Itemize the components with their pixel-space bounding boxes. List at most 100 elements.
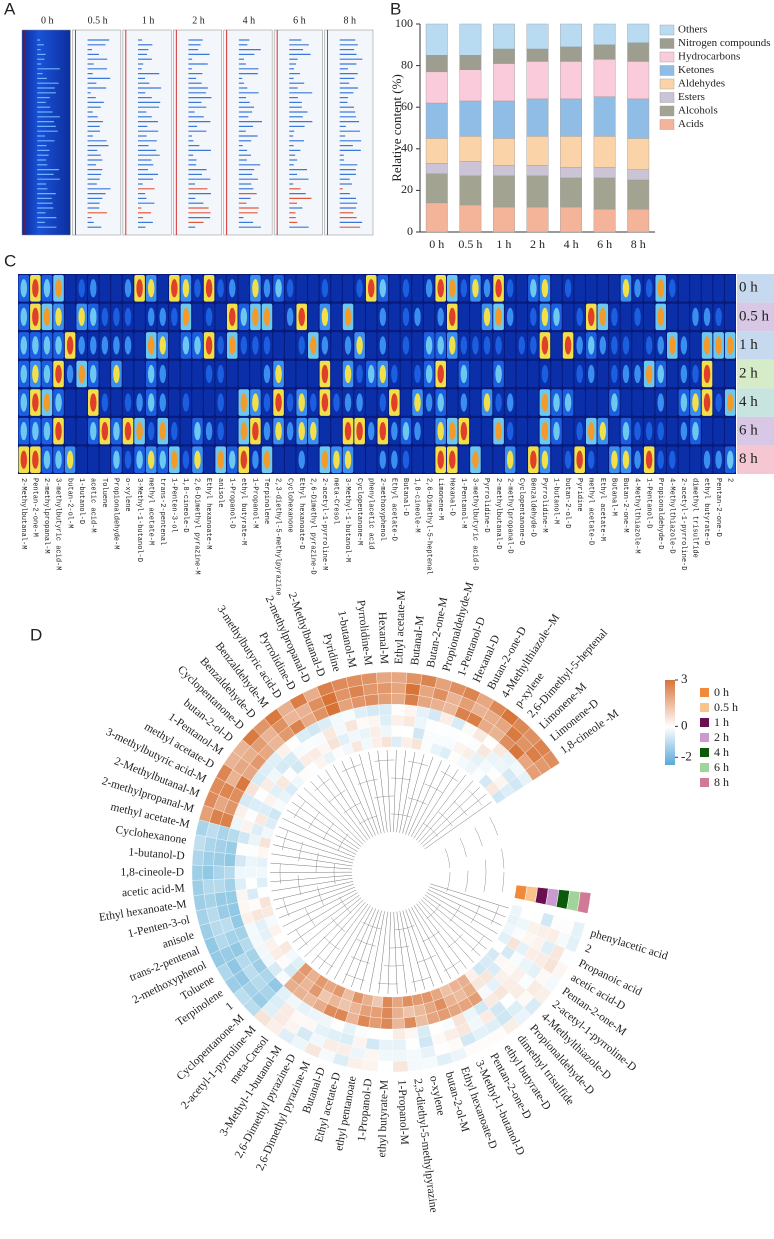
dendrogram-branch: [318, 903, 369, 970]
ring-cell: [391, 714, 404, 727]
cell-spot: [217, 307, 224, 326]
heatmap-cell: [493, 389, 504, 416]
dendrogram-branch: [342, 908, 376, 984]
legend-label: Ketones: [678, 64, 714, 76]
cell-spot: [367, 336, 375, 355]
heatmap-cell: [284, 332, 296, 359]
compound-label: 1-butanol-M: [552, 478, 560, 524]
heatmap-cell: [574, 446, 585, 473]
cell-spot: [252, 450, 259, 469]
heatmap-cell: [400, 417, 412, 445]
cell-spot: [553, 393, 560, 412]
ring-cell: [404, 1026, 419, 1040]
bar-segment: [560, 167, 583, 179]
cell-spot: [726, 393, 734, 412]
dendrogram-branch: [310, 781, 366, 843]
ring-cell: [391, 736, 403, 748]
compound-label: o-xylene: [427, 1075, 447, 1117]
heatmap-cell: [342, 389, 354, 416]
heatmap-cell: [157, 389, 169, 416]
heatmap-cell: [87, 389, 99, 416]
colorbar: [665, 680, 675, 765]
heatmap-cell: [481, 303, 493, 331]
heatmap-cell: [273, 303, 284, 331]
ring-cell: [202, 865, 214, 881]
cell-spot: [367, 364, 375, 384]
cell-spot: [101, 364, 109, 384]
legend-swatch: [659, 65, 675, 76]
heatmap-cell: [18, 275, 30, 302]
heatmap-cell: [365, 389, 377, 416]
heatmap-cell: [319, 446, 331, 473]
cell-spot: [263, 422, 271, 441]
dendrogram-branch: [273, 844, 354, 864]
cell-spot: [599, 393, 607, 412]
ring-cell: [213, 878, 226, 894]
heatmap-cell: [423, 332, 435, 359]
heatmap-cell: [562, 417, 574, 445]
cell-spot: [275, 307, 282, 326]
heatmap-cell: [516, 417, 528, 445]
compound-label: butan-2-ol-M: [65, 478, 73, 528]
heatmap-cell: [551, 360, 562, 388]
heatmap-cell: [203, 360, 215, 388]
cell-spot: [240, 450, 248, 469]
cell-spot: [495, 279, 502, 298]
heatmap-cell: [250, 332, 261, 359]
bar-segment: [459, 204, 482, 233]
heatmap-cell: [99, 446, 111, 473]
ring-cell: [225, 890, 239, 905]
heatmap-cell: [296, 332, 308, 359]
cell-spot: [66, 393, 74, 412]
cell-spot: [55, 279, 62, 298]
dendrogram-arc: [315, 795, 469, 949]
heatmap-cell: [30, 446, 41, 473]
cell-spot: [379, 307, 387, 326]
cell-spot: [252, 393, 259, 412]
compound-label: 1,8-cineole-D: [181, 478, 189, 533]
heatmap-cell: [76, 275, 87, 302]
cell-spot: [530, 422, 537, 441]
heatmap-cell: [342, 360, 354, 388]
bar-segment: [627, 179, 650, 210]
heatmap-cell: [551, 446, 562, 473]
heatmap-cell: [215, 389, 226, 416]
heatmap-cell: [134, 417, 145, 445]
spectrum-panel: [122, 29, 172, 236]
ring-cell: [392, 1028, 406, 1041]
cell-spot: [124, 422, 132, 441]
cell-spot: [669, 336, 676, 355]
time-label: 1 h: [142, 15, 155, 26]
ring-cell: [364, 693, 379, 707]
cell-spot: [66, 307, 74, 326]
cell-spot: [564, 450, 572, 469]
ring-cell: [256, 877, 269, 889]
ring-cell: [391, 693, 406, 705]
heatmap-cell: [99, 360, 111, 388]
heatmap-cell: [331, 360, 342, 388]
ring-cell: [245, 866, 257, 879]
legend-swatch: [700, 733, 709, 742]
cell-spot: [541, 450, 549, 469]
heatmap-cell: [296, 446, 308, 473]
bar-segment: [560, 136, 583, 168]
colorbar-label: 3: [681, 671, 688, 686]
cell-spot: [599, 450, 607, 469]
bar-segment: [526, 165, 549, 177]
heatmap-cell: [354, 360, 365, 388]
dendrogram-branch: [396, 911, 407, 994]
cell-spot: [703, 279, 711, 298]
row-label: 8 h: [739, 451, 758, 467]
cell-spot: [564, 422, 572, 441]
heatmap-cell: [504, 332, 516, 359]
cell-spot: [124, 450, 132, 469]
cell-spot: [194, 364, 201, 384]
dendrogram-branch: [270, 862, 353, 870]
dendrogram-branch: [334, 907, 374, 980]
cell-spot: [483, 393, 491, 412]
heatmap-cell: [446, 417, 458, 445]
cell-spot: [634, 393, 641, 412]
ring-cell: [381, 736, 392, 748]
heatmap-cell: [493, 417, 504, 445]
heatmap-cell: [539, 389, 551, 416]
